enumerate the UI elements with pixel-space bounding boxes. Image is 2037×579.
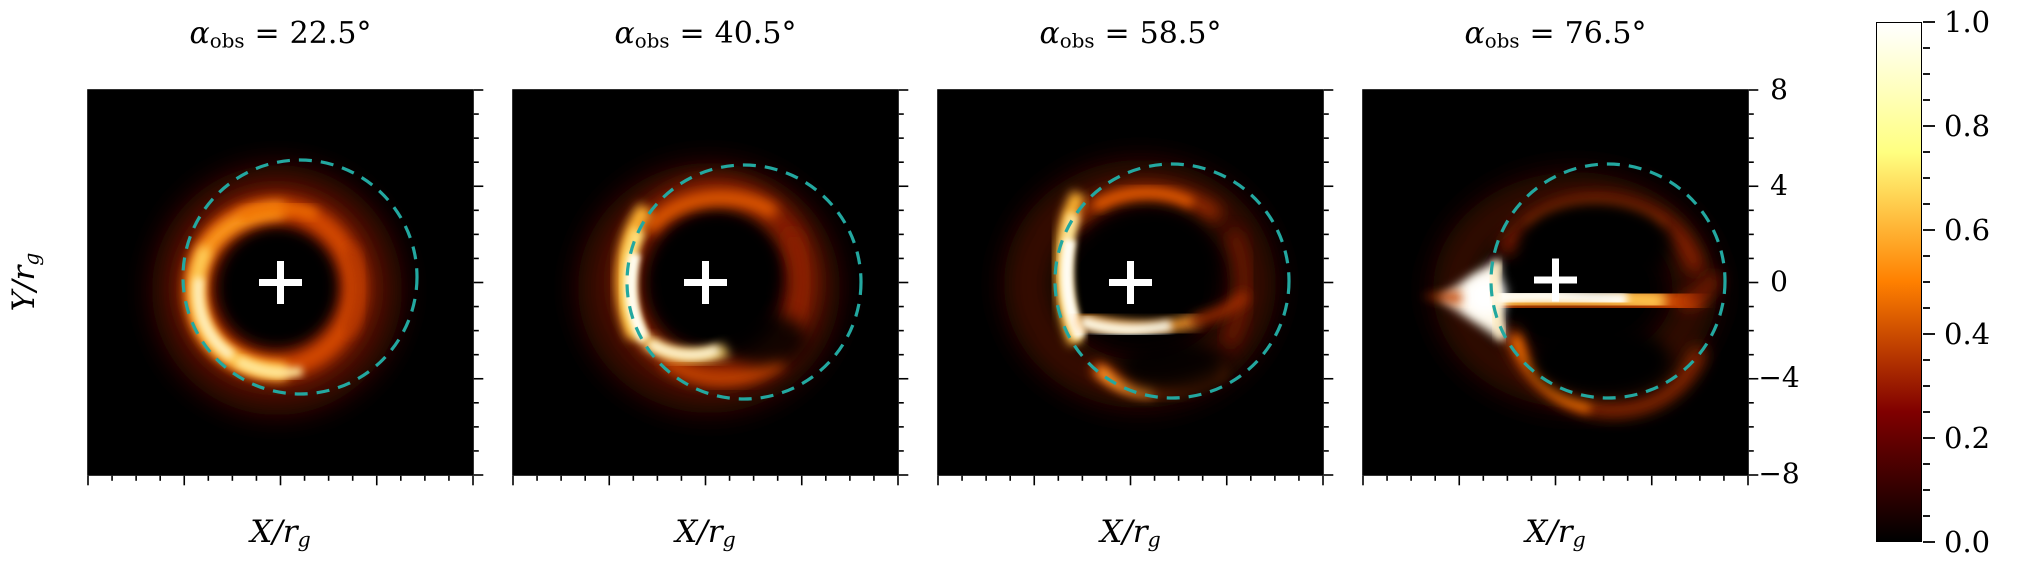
y-tick-label-neg8: −8 xyxy=(1758,457,1800,490)
disk-image-panel-1 xyxy=(87,89,484,486)
black-hole-position-cross xyxy=(1534,258,1577,302)
x-axis-label-3: X/rg xyxy=(1100,514,1161,552)
y-tick-label-8: 8 xyxy=(1770,73,1788,106)
axes-frame xyxy=(512,89,899,476)
x-axis-label-1: X/rg xyxy=(250,514,311,552)
colorbar-gradient xyxy=(1876,22,1922,542)
axes-frame xyxy=(937,89,1324,476)
y-tick-label-0: 0 xyxy=(1770,265,1788,298)
colorbar-tick-label-0.2: 0.2 xyxy=(1944,421,1991,455)
disk-emission-art xyxy=(938,90,1323,475)
colorbar-tick-label-0.0: 0.0 xyxy=(1944,525,1991,559)
panel-title-2: αobs = 40.5° xyxy=(614,16,797,53)
shadow-circle-overlay xyxy=(1053,162,1291,400)
panel-title-3: αobs = 58.5° xyxy=(1039,16,1222,53)
black-hole-position-cross xyxy=(259,261,302,304)
disk-image-panel-2 xyxy=(512,89,909,486)
x-axis-label-2: X/rg xyxy=(675,514,736,552)
axis-ticks xyxy=(1362,89,1759,486)
colorbar-tick-label-0.8: 0.8 xyxy=(1944,109,1991,143)
black-hole-position-cross xyxy=(1109,261,1152,304)
disk-emission-art xyxy=(88,90,473,475)
axis-ticks xyxy=(937,89,1334,486)
y-axis-label: Y/rg xyxy=(6,252,44,312)
panel-title-4: αobs = 76.5° xyxy=(1464,16,1647,53)
y-tick-label-neg4: −4 xyxy=(1758,361,1800,394)
y-tick-label-4: 4 xyxy=(1770,169,1788,202)
shadow-circle-overlay xyxy=(1489,162,1727,400)
axes-frame xyxy=(87,89,474,476)
shadow-circle-overlay xyxy=(625,163,863,401)
black-hole-position-cross xyxy=(684,261,727,304)
disk-image-panel-4 xyxy=(1362,89,1759,486)
axis-ticks xyxy=(512,89,909,486)
shadow-circle-overlay xyxy=(181,158,419,396)
colorbar-tick-label-0.4: 0.4 xyxy=(1944,317,1991,351)
panel-title-1: αobs = 22.5° xyxy=(189,16,372,53)
colorbar-ticks xyxy=(1923,21,1935,543)
axes-frame xyxy=(1362,89,1749,476)
axis-ticks xyxy=(87,89,484,486)
x-axis-label-4: X/rg xyxy=(1525,514,1586,552)
colorbar-tick-label-1.0: 1.0 xyxy=(1944,5,1991,39)
colorbar-tick-label-0.6: 0.6 xyxy=(1944,213,1991,247)
disk-image-panel-3 xyxy=(937,89,1334,486)
